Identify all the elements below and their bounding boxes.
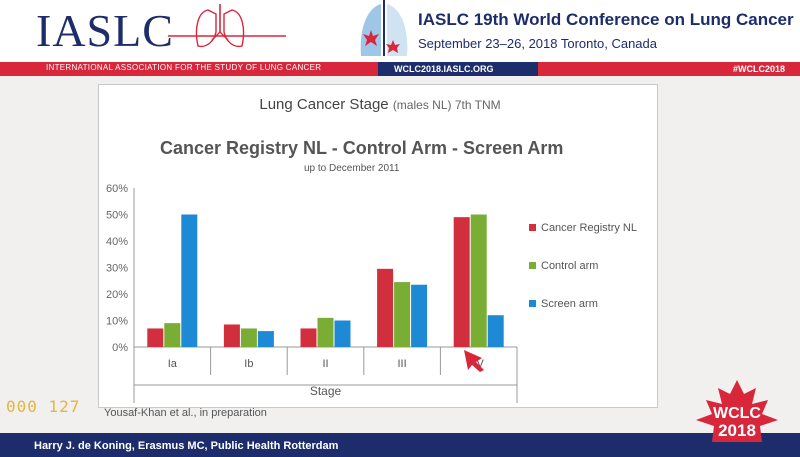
x-tick-label: Ib [244, 358, 253, 370]
bar-control-arm-ia [164, 323, 181, 347]
x-tick-label: Ia [168, 358, 178, 370]
legend-swatch [529, 300, 536, 307]
y-tick-label: 10% [106, 316, 128, 328]
bar-cancer-registry-nl-ii [300, 328, 317, 347]
conference-header: IASLC IASLC 19th World Conference on Lun… [0, 0, 800, 62]
bar-screen-arm-ia [181, 214, 198, 347]
iaslc-logo: IASLC [36, 5, 174, 56]
footer-bar [0, 433, 800, 457]
organization-name: INTERNATIONAL ASSOCIATION FOR THE STUDY … [46, 63, 322, 72]
badge-line1: WCLC [713, 405, 761, 422]
bar-cancer-registry-nl-ib [223, 324, 240, 347]
chart-subtitle: up to December 2011 [304, 163, 400, 174]
presenter-credit: Harry J. de Koning, Erasmus MC, Public H… [34, 440, 339, 452]
video-timecode: 000 127 [6, 397, 81, 416]
conference-title: IASLC 19th World Conference on Lung Canc… [418, 10, 794, 29]
legend-swatch [529, 262, 536, 269]
slide-title-main: Lung Cancer Stage [259, 96, 389, 113]
legend-label: Control arm [541, 260, 598, 272]
bar-screen-arm-iv [487, 315, 504, 347]
bar-cancer-registry-nl-iv [453, 217, 470, 347]
x-tick-label: IV [473, 358, 484, 370]
bar-cancer-registry-nl-ia [147, 328, 164, 347]
wclc-badge: WCLC 2018 [696, 380, 778, 442]
maple-leaf-icon [696, 380, 778, 442]
pointer-cursor-icon [464, 350, 484, 372]
bar-screen-arm-ii [334, 320, 351, 347]
legend-swatch [529, 224, 536, 231]
x-tick-label: II [322, 358, 328, 370]
url-box [378, 62, 538, 76]
y-tick-label: 40% [106, 236, 128, 248]
slide-title: Lung Cancer Stage (males NL) 7th TNM [0, 96, 800, 113]
chart-title: Cancer Registry NL - Control Arm - Scree… [160, 138, 564, 158]
conference-dates: September 23–26, 2018 Toronto, Canada [418, 36, 657, 51]
badge-line2: 2018 [718, 421, 756, 440]
bar-screen-arm-ib [257, 331, 274, 347]
y-tick-label: 50% [106, 210, 128, 222]
conference-url: WCLC2018.IASLC.ORG [394, 64, 494, 74]
y-tick-label: 60% [106, 183, 128, 195]
lung-emblem-icon [168, 4, 286, 48]
x-tick-label: III [398, 358, 407, 370]
legend-label: Cancer Registry NL [541, 222, 637, 234]
bar-cancer-registry-nl-iii [377, 268, 394, 347]
y-tick-label: 0% [112, 342, 128, 354]
hashtag: #WCLC2018 [733, 64, 786, 74]
citation: Yousaf-Khan et al., in preparation [104, 407, 267, 419]
bar-control-arm-iv [470, 214, 487, 347]
x-axis-label: Stage [310, 384, 342, 398]
bar-screen-arm-iii [411, 284, 428, 347]
slide-title-sub: (males NL) 7th TNM [392, 98, 501, 112]
conference-lung-icon [360, 0, 408, 56]
bar-control-arm-ib [240, 328, 257, 347]
bar-control-arm-ii [317, 317, 334, 347]
legend-label: Screen arm [541, 298, 598, 310]
y-tick-label: 30% [106, 263, 128, 275]
y-tick-label: 20% [106, 289, 128, 301]
bar-control-arm-iii [394, 282, 411, 347]
